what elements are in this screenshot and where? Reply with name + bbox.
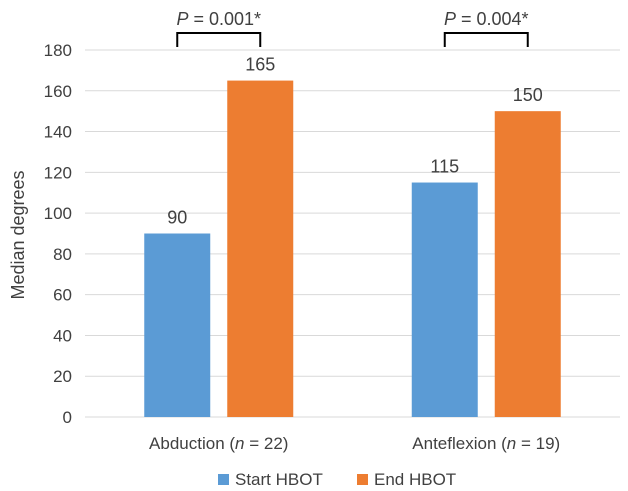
x-category-label: Abduction (n = 22) [149, 434, 288, 453]
bars [144, 80, 561, 418]
y-tick-label: 20 [53, 367, 72, 386]
significance-bracket [443, 32, 529, 47]
x-category-label: Anteflexion (n = 19) [412, 434, 560, 453]
bar-value-label: 90 [167, 208, 187, 228]
y-axis-ticks: 0 20 40 60 80 100 120 140 160 180 [44, 41, 72, 427]
bar [227, 80, 294, 417]
significance-bracket [176, 32, 262, 47]
y-tick-label: 40 [53, 326, 72, 345]
p-value-label: P = 0.001* [176, 9, 261, 29]
legend: Start HBOT End HBOT [218, 470, 456, 489]
legend-swatch [357, 474, 368, 485]
y-tick-label: 0 [63, 408, 72, 427]
y-tick-label: 60 [53, 286, 72, 305]
bar [144, 233, 211, 417]
y-tick-label: 180 [44, 41, 72, 60]
y-tick-label: 120 [44, 163, 72, 182]
y-tick-label: 140 [44, 123, 72, 142]
bar-value-label: 115 [430, 157, 459, 177]
y-tick-label: 100 [44, 204, 72, 223]
y-tick-label: 80 [53, 245, 72, 264]
significance-annotations: P = 0.001* P = 0.004* [176, 9, 529, 47]
legend-swatch [218, 474, 229, 485]
legend-label: Start HBOT [235, 470, 323, 489]
bar-value-label: 150 [513, 85, 543, 105]
bar [411, 182, 478, 417]
p-value-label: P = 0.004* [444, 9, 529, 29]
x-axis-categories: Abduction (n = 22) Anteflexion (n = 19) [149, 434, 560, 453]
y-tick-label: 160 [44, 82, 72, 101]
bar [494, 111, 561, 418]
bar-value-label: 165 [245, 55, 275, 75]
data-labels: 90 165 115 150 [167, 55, 543, 228]
legend-label: End HBOT [374, 470, 456, 489]
y-axis-label: Median degrees [8, 170, 28, 299]
